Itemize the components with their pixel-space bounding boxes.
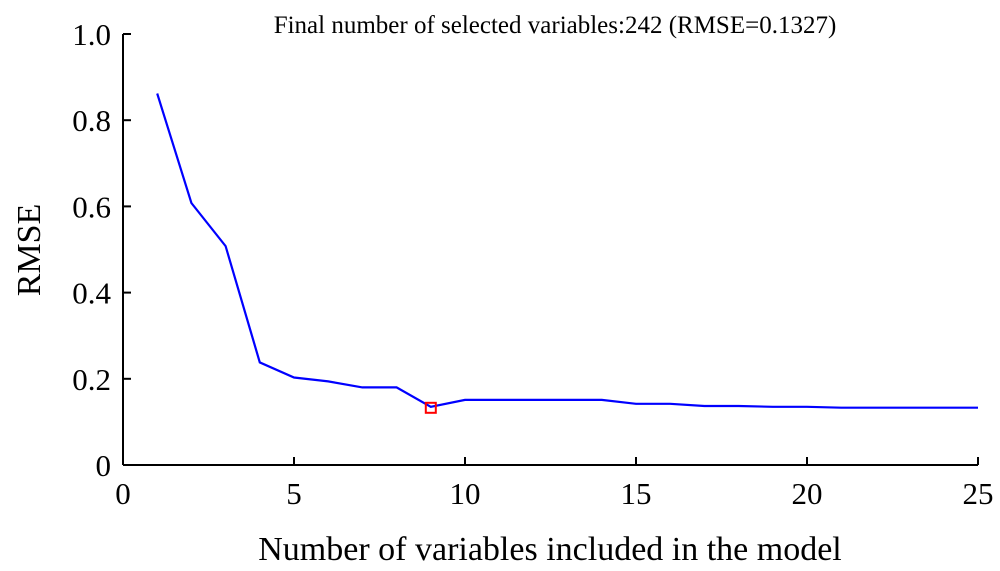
y-tick-label: 0.8 [72,103,111,138]
y-tick-label: 1.0 [72,17,111,52]
y-tick-label: 0.2 [72,362,111,397]
plot-area [156,93,978,414]
x-axis-ticks: 0 5 10 15 20 25 [115,457,994,511]
y-tick-label: 0.6 [72,189,111,224]
x-axis-label: Number of variables included in the mode… [258,531,842,568]
x-tick-label: 0 [115,476,131,511]
x-tick-label: 25 [963,476,994,511]
x-tick-label: 10 [450,476,481,511]
x-tick-label: 15 [621,476,652,511]
chart-title: Final number of selected variables:242 (… [274,12,837,39]
x-tick-label: 20 [792,476,823,511]
selected-point-marker [424,401,437,414]
rmse-series-line [156,93,978,409]
y-axis-label: RMSE [11,204,48,297]
x-tick-label: 5 [286,476,302,511]
y-tick-label: 0.4 [72,276,111,311]
y-tick-label: 0 [96,448,112,483]
y-axis-ticks: 0 0.2 0.4 0.6 0.8 1.0 [72,17,131,483]
